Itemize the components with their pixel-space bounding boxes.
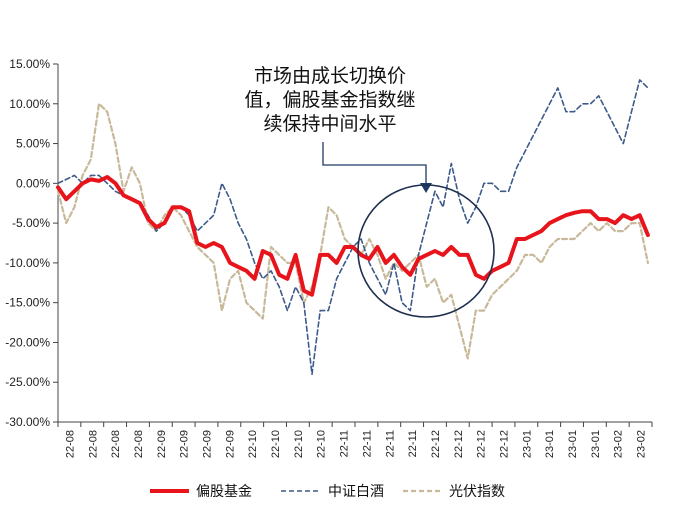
series-layer bbox=[56, 79, 650, 376]
series-line-偏股基金 bbox=[56, 175, 650, 297]
x-tick-label: 23-01 bbox=[521, 430, 533, 458]
legend-label-偏股基金: 偏股基金 bbox=[196, 483, 252, 500]
annotation-line-2: 值，偏股基金指数继 bbox=[244, 89, 415, 111]
x-tick-label: 22-09 bbox=[224, 430, 236, 458]
highlight-ellipse bbox=[357, 184, 495, 318]
legend: 偏股基金 中证白酒 光伏指数 bbox=[150, 483, 505, 500]
y-tick-label: 15.00% bbox=[9, 57, 50, 71]
legend-label-中证白酒: 中证白酒 bbox=[328, 484, 384, 500]
y-tick-label: 5.00% bbox=[16, 137, 50, 151]
annotation-arrow-line bbox=[322, 142, 427, 186]
x-tick-label: 22-08 bbox=[133, 430, 145, 458]
x-tick-label: 23-01 bbox=[590, 430, 602, 458]
legend-label-光伏指数: 光伏指数 bbox=[449, 484, 505, 500]
y-tick-label: 10.00% bbox=[9, 97, 50, 111]
x-tick-label: 23-02 bbox=[636, 430, 648, 458]
x-tick-label: 22-12 bbox=[499, 430, 511, 458]
x-tick-label: 22-11 bbox=[339, 430, 351, 457]
x-tick-label: 22-09 bbox=[179, 430, 191, 458]
y-tick-label: -10.00% bbox=[5, 256, 50, 270]
x-tick-label: 22-11 bbox=[361, 430, 373, 457]
annotation: 市场由成长切换价 值，偏股基金指数继 续保持中间水平 bbox=[244, 65, 495, 318]
x-tick-label: 22-08 bbox=[110, 430, 122, 458]
x-tick-label: 22-12 bbox=[476, 430, 488, 458]
y-tick-label: -20.00% bbox=[5, 335, 50, 349]
x-tick-label: 22-11 bbox=[384, 430, 396, 457]
y-tick-label: -25.00% bbox=[5, 375, 50, 389]
x-tick-label: 22-09 bbox=[202, 430, 214, 458]
y-axis: 15.00% 10.00% 5.00% 0.00% -5.00% -10.00% -15.0… bbox=[5, 57, 59, 429]
x-tick-label: 22-10 bbox=[316, 430, 328, 458]
y-tick-label: 0.00% bbox=[16, 176, 50, 190]
x-tick-label: 22-10 bbox=[247, 430, 259, 458]
annotation-line-3: 续保持中间水平 bbox=[263, 113, 396, 135]
x-tick-label: 23-02 bbox=[613, 430, 625, 458]
x-tick-label: 23-01 bbox=[567, 430, 579, 458]
x-tick-label: 22-08 bbox=[87, 430, 99, 458]
x-tick-label: 22-12 bbox=[453, 430, 465, 458]
x-tick-label: 22-11 bbox=[407, 430, 419, 457]
y-tick-label: -5.00% bbox=[12, 216, 50, 230]
x-tick-label: 22-08 bbox=[64, 430, 76, 458]
x-tick-label: 23-01 bbox=[544, 430, 556, 458]
x-axis: 22-08 22-08 22-08 22-08 22-09 22-09 22-09 22-09… bbox=[57, 421, 653, 458]
y-tick-label: -30.00% bbox=[5, 415, 50, 429]
series-line-光伏指数 bbox=[56, 102, 650, 360]
x-tick-label: 22-09 bbox=[156, 430, 168, 458]
x-tick-label: 22-10 bbox=[270, 430, 282, 458]
x-tick-label: 22-12 bbox=[430, 430, 442, 458]
y-tick-label: -15.00% bbox=[5, 296, 50, 310]
x-tick-label: 22-10 bbox=[293, 430, 305, 458]
annotation-line-1: 市场由成长切换价 bbox=[254, 65, 406, 87]
